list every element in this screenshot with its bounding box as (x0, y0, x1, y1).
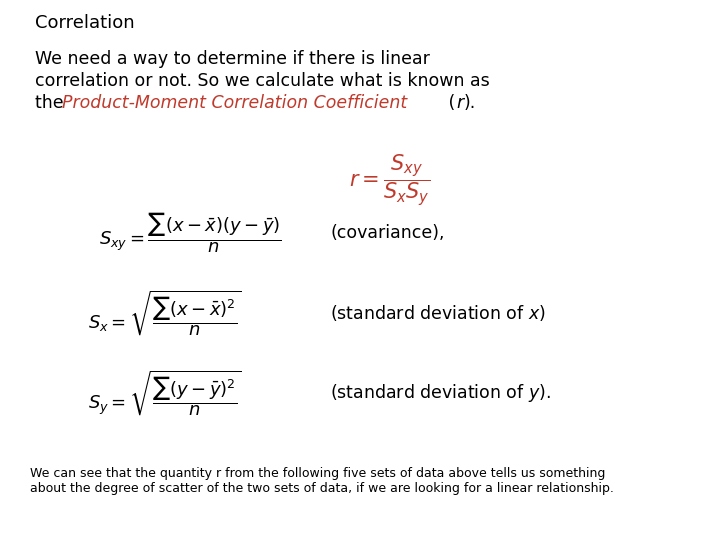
Text: (standard deviation of $x$): (standard deviation of $x$) (330, 303, 546, 323)
Text: ).: ). (464, 94, 476, 112)
Text: (covariance),: (covariance), (330, 224, 444, 242)
Text: We can see that the quantity r from the following five sets of data above tells : We can see that the quantity r from the … (30, 467, 606, 480)
Text: $S_{xy} = \dfrac{\sum(x-\bar{x})(y-\bar{y})}{n}$: $S_{xy} = \dfrac{\sum(x-\bar{x})(y-\bar{… (99, 211, 282, 255)
Text: We need a way to determine if there is linear: We need a way to determine if there is l… (35, 50, 430, 68)
Text: correlation or not. So we calculate what is known as: correlation or not. So we calculate what… (35, 72, 490, 90)
Text: r: r (456, 94, 463, 112)
Text: about the degree of scatter of the two sets of data, if we are looking for a lin: about the degree of scatter of the two s… (30, 482, 614, 495)
Text: Correlation: Correlation (35, 14, 135, 32)
Text: Product-Moment Correlation Coefficient: Product-Moment Correlation Coefficient (62, 94, 408, 112)
Text: $r = \dfrac{S_{xy}}{S_x S_y}$: $r = \dfrac{S_{xy}}{S_x S_y}$ (349, 152, 431, 208)
Text: (standard deviation of $y$).: (standard deviation of $y$). (330, 382, 551, 404)
Text: $S_x = \sqrt{\dfrac{\sum(x-\bar{x})^2}{n}}$: $S_x = \sqrt{\dfrac{\sum(x-\bar{x})^2}{n… (88, 288, 242, 338)
Text: $S_y = \sqrt{\dfrac{\sum(y-\bar{y})^2}{n}}$: $S_y = \sqrt{\dfrac{\sum(y-\bar{y})^2}{n… (88, 368, 242, 418)
Text: the: the (35, 94, 69, 112)
Text: (: ( (443, 94, 455, 112)
